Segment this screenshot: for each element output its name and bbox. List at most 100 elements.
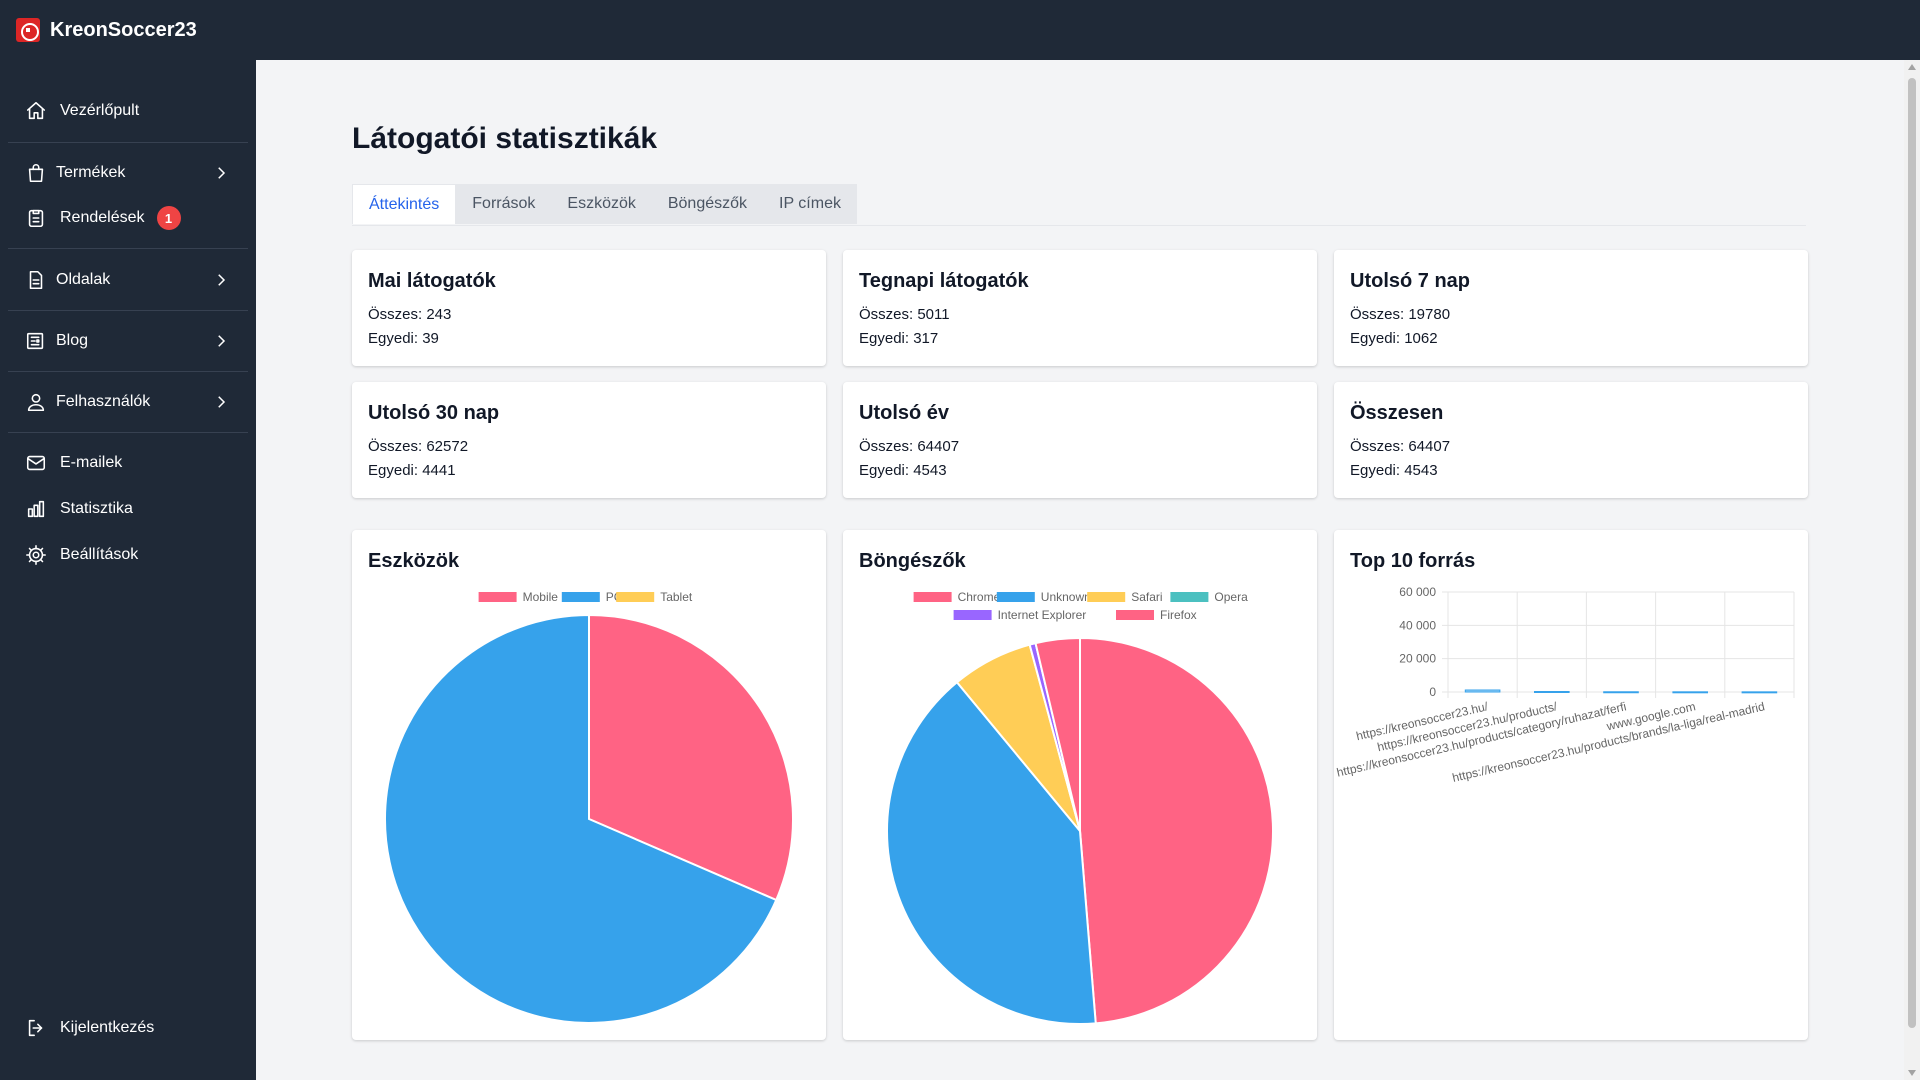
users-icon [24, 390, 48, 414]
tab-bar: Áttekintés Források Eszközök Böngészők I… [352, 184, 857, 224]
divider [8, 371, 248, 372]
pie-slice-mobile[interactable] [588, 613, 794, 902]
brand-logo-icon[interactable] [16, 18, 40, 42]
sidebar-item-pages[interactable]: Oldalak [24, 262, 248, 298]
sidebar-item-label: Termékek [56, 164, 126, 181]
stat-unique: Egyedi: 4543 [859, 462, 947, 479]
legend-swatch [1170, 592, 1209, 602]
bar-4[interactable] [1672, 691, 1708, 694]
chart-title: Top 10 forrás [1350, 550, 1476, 572]
legend-item-firefox[interactable]: Firefox [1116, 608, 1197, 622]
stat-total: Összes: 19780 [1350, 306, 1451, 323]
legend-item-unknown[interactable]: Unknown [996, 590, 1091, 604]
sidebar-item-users[interactable]: Felhasználók [24, 384, 248, 420]
legend-swatch [1116, 610, 1154, 620]
pie-slice-chrome[interactable] [1079, 636, 1274, 1025]
stat-card-title: Utolsó 30 nap [368, 402, 500, 424]
legend-swatch [478, 592, 517, 602]
scrollbar-thumb[interactable] [1908, 78, 1916, 1028]
logout-button[interactable]: Kijelentkezés [24, 1010, 248, 1046]
stat-total: Összes: 243 [368, 306, 452, 323]
tab-overview[interactable]: Áttekintés [352, 184, 457, 224]
tab-browsers[interactable]: Böngészők [651, 184, 764, 224]
logout-icon [24, 1016, 48, 1040]
sidebar-item-dashboard[interactable]: Vezérlőpult [24, 93, 248, 129]
stat-card-title: Összesen [1350, 402, 1444, 424]
chevron-right-icon [212, 271, 230, 289]
page-scrollbar[interactable] [1904, 60, 1920, 1080]
home-icon [24, 99, 48, 123]
sidebar-item-label: Statisztika [60, 500, 133, 517]
bar-5[interactable] [1741, 691, 1778, 694]
chevron-right-icon [212, 393, 230, 411]
clipboard-icon [24, 206, 48, 230]
stat-card-total: Összesen Összes: 64407 Egyedi: 4543 [1334, 382, 1808, 498]
legend-swatch [953, 610, 992, 620]
stat-card-last-7-days: Utolsó 7 nap Összes: 19780 Egyedi: 1062 [1334, 250, 1808, 366]
legend-swatch [1087, 592, 1126, 602]
sidebar-item-blog[interactable]: Blog [24, 323, 248, 359]
stat-unique: Egyedi: 317 [859, 330, 939, 347]
divider [8, 432, 248, 433]
bar-3[interactable] [1603, 691, 1639, 694]
tab-ip-addresses[interactable]: IP címek [763, 184, 857, 224]
legend-label: Chrome [958, 590, 1001, 604]
legend-swatch [913, 592, 952, 602]
browsers-pie-chart: Chrome Unknown Safari Opera Internet Explore… [886, 590, 1274, 1025]
stat-total: Összes: 62572 [368, 438, 469, 455]
legend-label: Opera [1214, 590, 1248, 604]
orders-count-badge: 1 [156, 206, 181, 230]
tab-devices[interactable]: Eszközök [551, 184, 652, 224]
sidebar-item-label: Rendelések [60, 209, 145, 226]
sidebar-item-label: E-mailek [60, 454, 123, 471]
sidebar-item-statistics[interactable]: Statisztika [24, 491, 248, 527]
newspaper-icon [24, 329, 48, 353]
document-icon [24, 268, 48, 292]
bar-2[interactable] [1534, 691, 1570, 693]
stat-unique: Egyedi: 1062 [1350, 330, 1438, 347]
y-tick-label: 20 000 [1399, 652, 1436, 666]
stat-total: Összes: 64407 [859, 438, 960, 455]
sidebar-item-settings[interactable]: Beállítások [24, 537, 248, 573]
gear-icon [24, 543, 48, 567]
legend-label: Safari [1131, 590, 1162, 604]
legend-item-internet-explorer[interactable]: Internet Explorer [953, 608, 1087, 622]
devices-pie-chart: Mobile PC Tablet [384, 590, 794, 1024]
legend-item-safari[interactable]: Safari [1087, 590, 1163, 604]
sidebar-item-orders[interactable]: Rendelések 1 [24, 200, 248, 236]
stat-card-last-year: Utolsó év Összes: 64407 Egyedi: 4543 [843, 382, 1317, 498]
shopping-bag-icon [24, 161, 48, 185]
scroll-down-arrow-icon[interactable] [1908, 1070, 1916, 1076]
scroll-up-arrow-icon[interactable] [1908, 64, 1916, 70]
chart-title: Böngészők [859, 550, 966, 572]
sidebar-item-products[interactable]: Termékek [24, 155, 248, 191]
stat-card-today: Mai látogatók Összes: 243 Egyedi: 39 [352, 250, 826, 366]
stat-unique: Egyedi: 4441 [368, 462, 456, 479]
main-content: Látogatói statisztikák Áttekintés Forrás… [256, 60, 1904, 1080]
y-tick-label: 0 [1429, 685, 1436, 699]
devices-chart-card: Eszközök Mobile PC Tablet [352, 530, 826, 1040]
divider [8, 248, 248, 249]
pie-slice-pc[interactable] [384, 613, 778, 1024]
stat-card-title: Utolsó év [859, 402, 950, 424]
pie-slice-firefox[interactable] [1034, 636, 1081, 832]
legend-item-chrome[interactable]: Chrome [913, 590, 1001, 604]
legend-item-pc[interactable]: PC [561, 590, 623, 604]
sidebar-item-emails[interactable]: E-mailek [24, 445, 248, 481]
legend-item-tablet[interactable]: Tablet [616, 590, 693, 604]
sidebar-item-label: Beállítások [60, 546, 139, 563]
stat-card-yesterday: Tegnapi látogatók Összes: 5011 Egyedi: 3… [843, 250, 1317, 366]
top-sources-chart-card: Top 10 forrás 60 000 40 000 20 000 0 https:/… [1334, 530, 1808, 1040]
bar-1[interactable] [1464, 689, 1501, 693]
sidebar-item-label: Blog [56, 332, 89, 349]
stat-card-title: Tegnapi látogatók [859, 270, 1029, 292]
legend-item-mobile[interactable]: Mobile [478, 590, 559, 604]
stat-unique: Egyedi: 4543 [1350, 462, 1438, 479]
brand-name[interactable]: KreonSoccer23 [50, 18, 197, 41]
sidebar-item-label: Oldalak [56, 271, 111, 288]
bar-chart-icon [24, 497, 48, 521]
legend-label: Tablet [660, 590, 693, 604]
pie-slice-unknown[interactable] [886, 680, 1097, 1025]
legend-item-opera[interactable]: Opera [1170, 590, 1248, 604]
tab-sources[interactable]: Források [456, 184, 552, 224]
